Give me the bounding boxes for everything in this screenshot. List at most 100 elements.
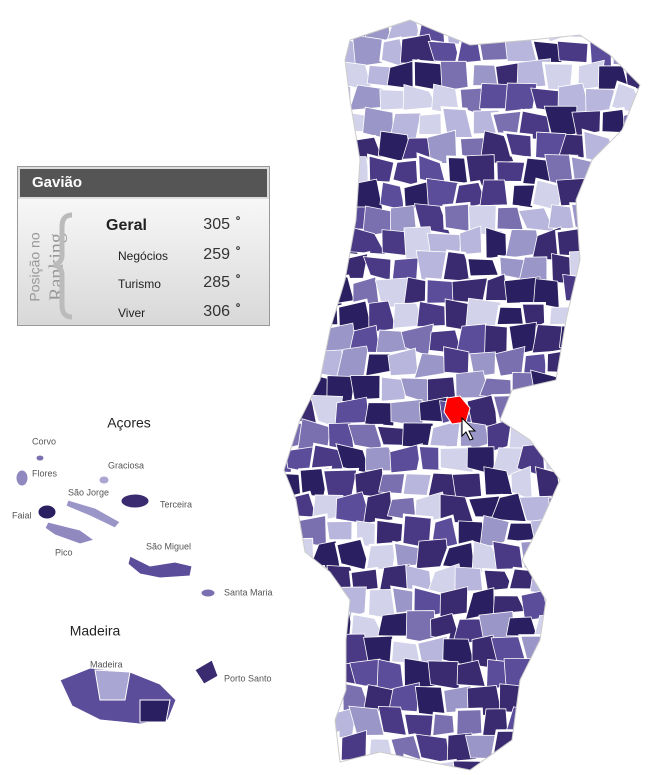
municipality bbox=[633, 181, 640, 208]
caption: Posição no Ranking bbox=[27, 212, 73, 320]
municipality bbox=[569, 20, 600, 40]
municipality bbox=[326, 521, 353, 541]
municipality bbox=[427, 660, 460, 690]
municipality bbox=[582, 614, 621, 639]
municipality bbox=[300, 37, 332, 67]
municipality bbox=[377, 611, 411, 637]
municipality bbox=[490, 20, 524, 46]
ranking-label: Turismo bbox=[118, 277, 161, 291]
municipality bbox=[368, 300, 397, 334]
municipality bbox=[376, 658, 404, 692]
municipality bbox=[638, 274, 640, 304]
municipality bbox=[465, 256, 502, 279]
municipality bbox=[313, 689, 341, 709]
municipality bbox=[446, 155, 470, 186]
municipality bbox=[296, 183, 326, 207]
municipality bbox=[586, 180, 616, 207]
municipality bbox=[582, 275, 615, 301]
municipality bbox=[609, 609, 640, 641]
municipality bbox=[637, 134, 640, 157]
municipality bbox=[443, 346, 470, 375]
municipality bbox=[284, 105, 294, 141]
municipality bbox=[284, 130, 304, 165]
municipality bbox=[284, 108, 316, 141]
municipality bbox=[284, 732, 319, 757]
municipality bbox=[606, 466, 640, 503]
ranking-label: Negócios bbox=[118, 249, 169, 263]
municipality bbox=[620, 729, 640, 764]
municipality bbox=[516, 393, 555, 428]
municipality bbox=[299, 711, 326, 740]
municipality bbox=[582, 661, 619, 691]
municipality bbox=[588, 519, 615, 546]
municipality bbox=[301, 616, 331, 640]
municipality bbox=[554, 560, 587, 596]
municipality bbox=[520, 589, 553, 621]
ordinal-mark: º bbox=[235, 302, 240, 314]
municipality bbox=[311, 634, 345, 669]
municipality bbox=[628, 153, 640, 185]
municipality bbox=[561, 713, 591, 743]
municipality bbox=[351, 34, 385, 68]
municipality bbox=[598, 587, 631, 620]
municipality bbox=[599, 731, 629, 758]
municipality bbox=[583, 564, 618, 596]
municipality bbox=[595, 201, 629, 236]
municipality bbox=[529, 565, 568, 597]
municipality bbox=[494, 305, 526, 327]
municipality bbox=[621, 302, 640, 333]
municipality bbox=[285, 20, 317, 38]
municipality bbox=[636, 422, 640, 451]
cursor bbox=[461, 416, 477, 441]
municipality bbox=[479, 83, 509, 110]
municipality bbox=[469, 351, 496, 378]
municipality bbox=[327, 183, 360, 213]
municipality bbox=[284, 34, 299, 66]
municipality bbox=[284, 728, 294, 763]
info-panel: Gavião Posição no Ranking Geral 305 º Negóc… bbox=[17, 166, 270, 326]
municipality bbox=[284, 184, 304, 211]
municipality bbox=[414, 686, 446, 717]
municipality bbox=[596, 399, 631, 428]
municipality bbox=[569, 635, 604, 669]
municipality bbox=[284, 20, 290, 45]
municipality bbox=[568, 250, 604, 281]
municipality bbox=[388, 733, 424, 764]
island-label: Santa Maria bbox=[224, 587, 273, 597]
ranking-row: Negócios 259 º bbox=[118, 245, 258, 263]
municipality bbox=[518, 538, 548, 571]
municipality bbox=[542, 443, 574, 475]
municipality bbox=[623, 349, 640, 381]
municipality bbox=[572, 297, 607, 327]
municipality bbox=[548, 494, 580, 525]
municipality bbox=[595, 302, 626, 329]
municipality bbox=[285, 155, 313, 188]
municipality bbox=[633, 33, 640, 70]
municipality bbox=[598, 346, 629, 379]
municipality bbox=[545, 346, 581, 375]
municipality bbox=[284, 634, 295, 667]
municipality bbox=[569, 687, 604, 716]
municipality bbox=[284, 57, 318, 90]
municipality bbox=[485, 226, 507, 260]
municipality bbox=[445, 20, 477, 46]
municipality bbox=[442, 201, 472, 234]
municipality bbox=[625, 538, 640, 574]
municipality bbox=[284, 325, 303, 354]
municipality bbox=[560, 372, 591, 404]
municipality bbox=[545, 537, 581, 570]
municipality bbox=[311, 106, 342, 135]
municipality bbox=[596, 20, 628, 40]
municipality bbox=[531, 324, 564, 354]
ranking-label: Viver bbox=[118, 306, 146, 320]
municipality bbox=[284, 560, 305, 593]
municipality bbox=[620, 444, 640, 472]
municipalities bbox=[284, 20, 640, 770]
municipality bbox=[418, 113, 442, 135]
municipality bbox=[440, 60, 469, 92]
municipality bbox=[544, 396, 579, 424]
municipality bbox=[322, 759, 360, 770]
municipality bbox=[623, 637, 640, 665]
municipality bbox=[522, 688, 552, 716]
municipality bbox=[367, 736, 395, 758]
